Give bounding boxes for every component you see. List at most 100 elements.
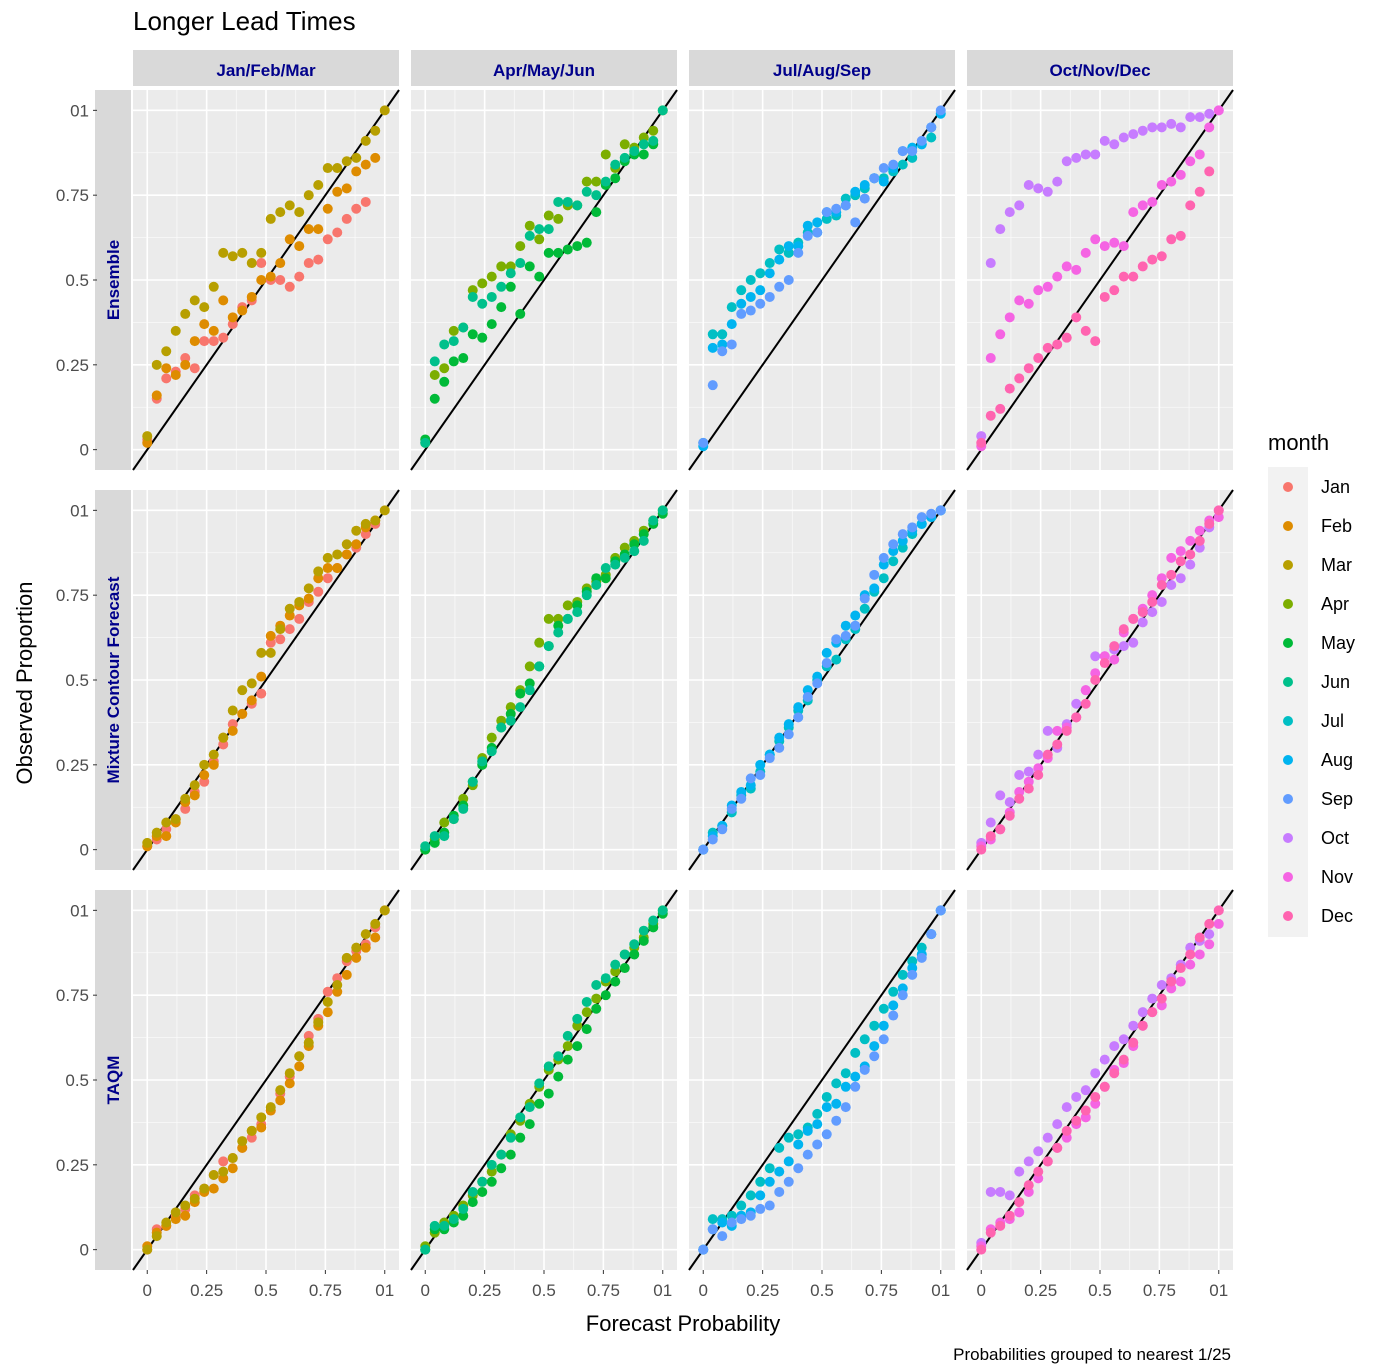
y-tick-label: 0 bbox=[80, 841, 89, 860]
data-point-dec bbox=[1061, 332, 1072, 343]
data-point-dec bbox=[1004, 1210, 1015, 1221]
data-point-aug bbox=[859, 180, 870, 190]
x-tick-label: 0.5 bbox=[254, 1281, 278, 1300]
x-tick-label: 01 bbox=[931, 1281, 950, 1300]
data-point-sep bbox=[831, 203, 842, 214]
data-point-sep bbox=[840, 1102, 851, 1113]
data-point-nov bbox=[1061, 261, 1072, 272]
data-point-feb bbox=[180, 1210, 191, 1221]
data-point-nov bbox=[1166, 552, 1177, 563]
data-point-may bbox=[543, 247, 554, 258]
data-point-dec bbox=[1185, 549, 1196, 560]
data-point-mar bbox=[227, 705, 238, 716]
data-point-feb bbox=[351, 539, 362, 550]
column-strip bbox=[689, 50, 955, 86]
data-point-mar bbox=[161, 1217, 172, 1228]
data-point-mar bbox=[142, 837, 153, 848]
data-point-sep bbox=[812, 678, 823, 689]
data-point-sep bbox=[755, 298, 766, 309]
data-point-mar bbox=[199, 759, 210, 770]
data-point-mar bbox=[227, 1153, 238, 1164]
data-point-jun bbox=[420, 437, 431, 448]
data-point-feb bbox=[341, 549, 352, 560]
data-point-dec bbox=[1061, 725, 1072, 736]
data-point-mar bbox=[284, 603, 295, 614]
data-point-dec bbox=[995, 824, 1006, 835]
data-point-aug bbox=[821, 1102, 832, 1113]
data-point-feb bbox=[227, 725, 238, 736]
data-point-jan bbox=[313, 586, 324, 597]
data-point-jul bbox=[764, 1163, 775, 1174]
data-point-apr bbox=[486, 732, 497, 743]
data-point-feb bbox=[246, 695, 257, 706]
data-point-feb bbox=[360, 942, 371, 953]
data-point-jun bbox=[486, 1159, 497, 1170]
data-point-jul bbox=[726, 302, 737, 313]
data-point-oct bbox=[1090, 149, 1101, 160]
row-strip-label: Mixture Contour Forecast bbox=[104, 576, 123, 783]
data-point-mar bbox=[284, 1068, 295, 1079]
data-point-may bbox=[553, 1071, 564, 1082]
data-point-dec bbox=[1166, 234, 1177, 245]
data-point-jun bbox=[657, 905, 668, 916]
data-point-dec bbox=[1213, 505, 1224, 516]
x-tick-label: 0 bbox=[421, 1281, 430, 1300]
data-point-jun bbox=[572, 607, 583, 618]
reference-line bbox=[688, 889, 956, 1271]
data-point-jun bbox=[534, 661, 545, 672]
data-point-apr bbox=[515, 241, 526, 252]
data-point-sep bbox=[907, 146, 918, 157]
data-point-feb bbox=[218, 295, 229, 306]
data-point-mar bbox=[294, 596, 305, 607]
data-point-feb bbox=[256, 275, 267, 285]
data-point-aug bbox=[888, 1000, 899, 1011]
data-point-oct bbox=[1023, 180, 1034, 190]
data-point-mar bbox=[360, 135, 371, 146]
data-point-feb bbox=[189, 790, 200, 801]
data-point-mar bbox=[151, 359, 162, 370]
chart-title: Longer Lead Times bbox=[133, 6, 356, 36]
data-point-oct bbox=[1071, 698, 1082, 709]
data-point-may bbox=[515, 688, 526, 699]
data-point-mar bbox=[208, 1170, 219, 1180]
data-point-aug bbox=[774, 732, 785, 743]
data-point-jan bbox=[341, 213, 352, 224]
data-point-mar bbox=[151, 1231, 162, 1242]
data-point-jun bbox=[515, 702, 526, 713]
data-point-dec bbox=[1204, 166, 1215, 177]
data-point-sep bbox=[707, 1224, 718, 1235]
data-point-mar bbox=[180, 793, 191, 804]
data-point-jul bbox=[878, 573, 889, 584]
data-point-sep bbox=[717, 824, 728, 835]
data-point-sep bbox=[717, 346, 728, 357]
data-point-oct bbox=[1099, 1054, 1110, 1065]
data-point-jun bbox=[600, 563, 611, 574]
data-point-sep bbox=[859, 1064, 870, 1075]
data-point-jul bbox=[764, 258, 775, 269]
data-point-mar bbox=[189, 780, 200, 791]
data-point-feb bbox=[265, 630, 276, 641]
data-point-jan bbox=[322, 573, 333, 584]
data-point-apr bbox=[477, 278, 488, 289]
data-point-mar bbox=[237, 685, 248, 696]
data-point-jul bbox=[831, 1078, 842, 1089]
data-point-dec bbox=[1052, 1142, 1063, 1153]
data-point-nov bbox=[1023, 298, 1034, 309]
data-point-dec bbox=[1109, 1068, 1120, 1079]
data-point-nov bbox=[1185, 959, 1196, 970]
data-point-oct bbox=[1004, 797, 1015, 808]
data-point-sep bbox=[897, 990, 908, 1001]
data-point-jun bbox=[591, 190, 602, 201]
data-point-mar bbox=[303, 190, 314, 201]
data-point-mar bbox=[284, 200, 295, 211]
data-point-oct bbox=[1080, 1085, 1091, 1096]
row-strip-label: TAQM bbox=[104, 1056, 123, 1105]
data-point-sep bbox=[764, 1200, 775, 1211]
data-point-aug bbox=[755, 1190, 766, 1201]
x-tick-label: 0.5 bbox=[532, 1281, 556, 1300]
data-point-jan bbox=[322, 986, 333, 997]
data-point-jun bbox=[553, 627, 564, 638]
data-point-nov bbox=[1204, 122, 1215, 133]
data-point-jul bbox=[812, 1108, 823, 1119]
data-point-dec bbox=[1090, 675, 1101, 685]
